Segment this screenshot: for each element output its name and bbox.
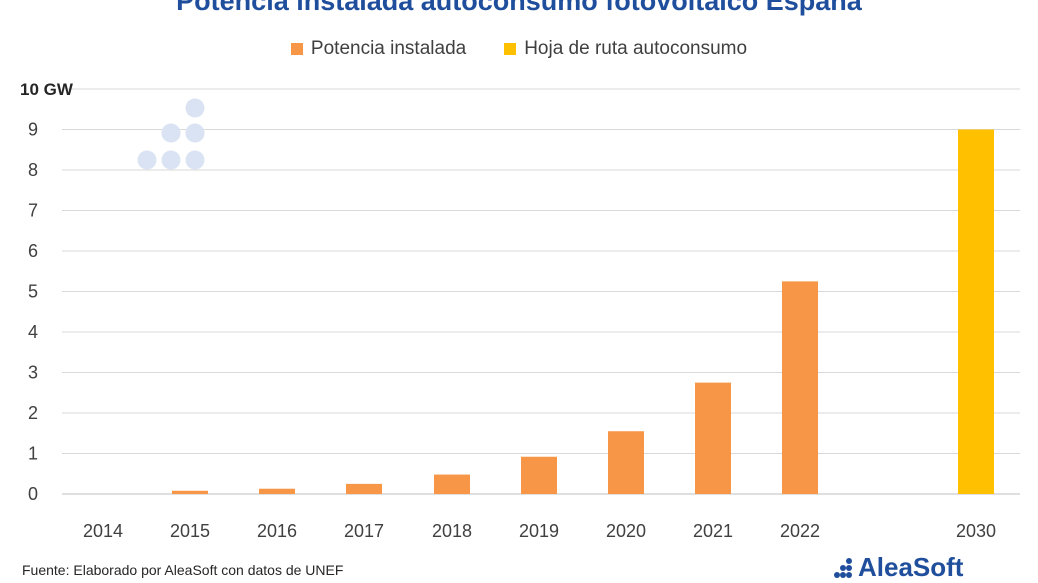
watermark-dot	[161, 123, 181, 143]
x-tick-label: 2021	[693, 521, 733, 541]
y-tick-label: 10 GW	[20, 80, 74, 99]
bar-2021	[695, 382, 731, 494]
watermark-dot	[137, 150, 157, 170]
brand-logo: AleaSoft	[832, 552, 963, 583]
bar-2019	[521, 456, 557, 494]
legend: Potencia instalada Hoja de ruta autocons…	[0, 38, 1038, 60]
watermark-dot	[185, 123, 205, 143]
legend-swatch-installed	[290, 43, 303, 55]
legend-label-roadmap: Hoja de ruta autoconsumo	[524, 38, 748, 59]
y-axis-ticks: 0 1 2 3 4 5 6 7 8 9 10 GW	[20, 80, 74, 504]
y-tick-label: 7	[28, 201, 38, 221]
gridlines	[62, 88, 1020, 495]
bar-2022	[782, 281, 818, 494]
bar-2018	[434, 474, 470, 494]
chart-title: Potencia instalada autoconsumo fotovolta…	[176, 0, 862, 16]
y-tick-label: 3	[28, 363, 38, 383]
y-tick-label: 4	[28, 322, 38, 342]
x-tick-label: 2020	[606, 521, 646, 541]
bar-2016	[259, 488, 295, 494]
y-tick-label: 6	[28, 241, 38, 261]
bar-2015	[172, 490, 208, 494]
legend-swatch-roadmap	[504, 43, 517, 55]
bars	[172, 129, 994, 494]
legend-item-installed: Potencia instalada	[290, 38, 467, 60]
source-note: Fuente: Elaborado por AleaSoft con datos…	[22, 562, 344, 578]
y-tick-label: 5	[28, 282, 38, 302]
brand-name: AleaSoft	[858, 552, 964, 582]
x-tick-label: 2019	[519, 521, 559, 541]
y-tick-label: 8	[28, 160, 38, 180]
bar-2030	[958, 129, 994, 494]
watermark-dot	[185, 150, 205, 170]
x-tick-label: 2016	[257, 521, 297, 541]
x-tick-label: 2015	[170, 521, 210, 541]
legend-label-installed: Potencia instalada	[310, 38, 467, 59]
watermark-dots-logo	[137, 98, 205, 170]
x-tick-label: 2018	[432, 521, 472, 541]
watermark-dot	[185, 98, 205, 118]
x-tick-label: 2030	[956, 521, 996, 541]
y-tick-label: 9	[28, 120, 38, 140]
x-axis-ticks: 2014 2015 2016 2017 2018 2019 2020 2021 2022 2030	[83, 521, 996, 541]
y-tick-label: 2	[28, 403, 38, 423]
brand-dots-icon	[834, 557, 852, 578]
y-tick-label: 0	[28, 484, 38, 504]
bar-2017	[346, 483, 382, 494]
legend-item-roadmap: Hoja de ruta autoconsumo	[504, 38, 747, 60]
y-tick-label: 1	[28, 444, 38, 464]
watermark-dot	[161, 150, 181, 170]
bar-2020	[608, 431, 644, 494]
x-tick-label: 2022	[780, 521, 820, 541]
x-tick-label: 2017	[344, 521, 384, 541]
x-tick-label: 2014	[83, 521, 123, 541]
